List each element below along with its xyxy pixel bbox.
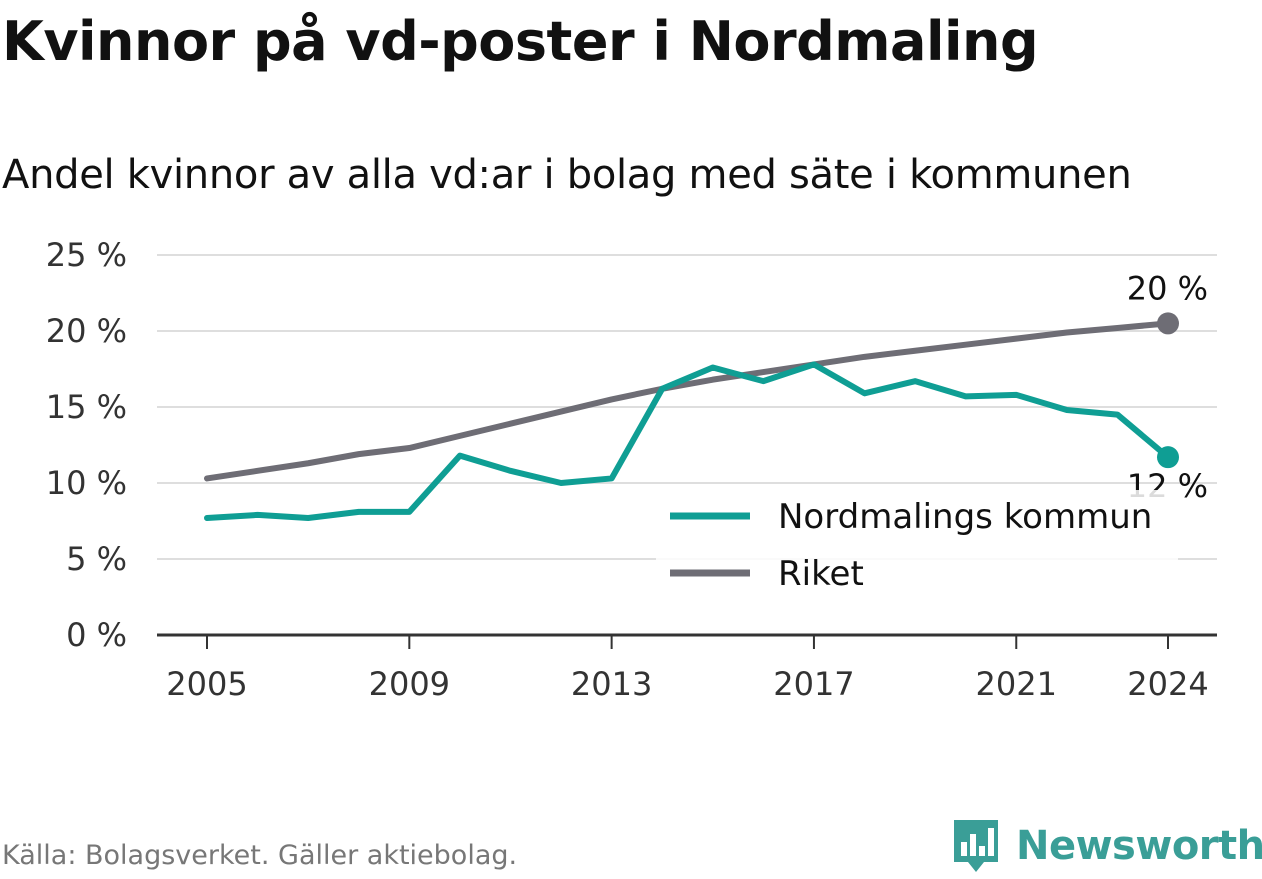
series-lines — [204, 320, 1171, 521]
x-tick-label: 2013 — [571, 665, 652, 703]
series-line-kommun — [204, 361, 1171, 521]
series-end-markers: 12 %20 % — [1127, 269, 1208, 505]
y-tick-label: 20 % — [46, 312, 127, 350]
end-label-riket: 20 % — [1127, 269, 1208, 307]
x-tick-label: 2021 — [976, 665, 1057, 703]
y-tick-label: 15 % — [46, 388, 127, 426]
end-marker-kommun — [1157, 446, 1179, 469]
y-tick-label: 25 % — [46, 236, 127, 274]
legend-background — [656, 490, 1178, 608]
y-tick-label: 0 % — [66, 616, 127, 654]
y-tick-label: 10 % — [46, 464, 127, 502]
chart-title: Kvinnor på vd-poster i Nordmaling — [2, 10, 1039, 73]
source-note: Källa: Bolagsverket. Gäller aktiebolag. — [2, 840, 518, 871]
x-axis-ticks: 2005 2009 2013 2017 2021 2024 — [166, 635, 1209, 703]
y-axis-ticks: 0 % 5 % 10 % 15 % 20 % 25 % — [46, 236, 127, 654]
newsworthy-logo: Newsworthy — [950, 818, 1262, 874]
x-tick-label: 2024 — [1127, 665, 1208, 703]
x-tick-label: 2009 — [369, 665, 450, 703]
x-tick-label: 2017 — [773, 665, 854, 703]
legend: Nordmalings kommun Riket — [656, 490, 1178, 608]
legend-label: Nordmalings kommun — [778, 497, 1152, 537]
legend-label: Riket — [778, 554, 864, 594]
newsworthy-icon — [954, 820, 998, 872]
y-tick-label: 5 % — [66, 540, 127, 578]
chart-subtitle: Andel kvinnor av alla vd:ar i bolag med … — [2, 152, 1132, 198]
brand-name: Newsworthy — [1016, 823, 1262, 869]
end-marker-riket — [1157, 312, 1179, 335]
series-line-riket — [204, 320, 1171, 482]
x-tick-label: 2005 — [166, 665, 247, 703]
